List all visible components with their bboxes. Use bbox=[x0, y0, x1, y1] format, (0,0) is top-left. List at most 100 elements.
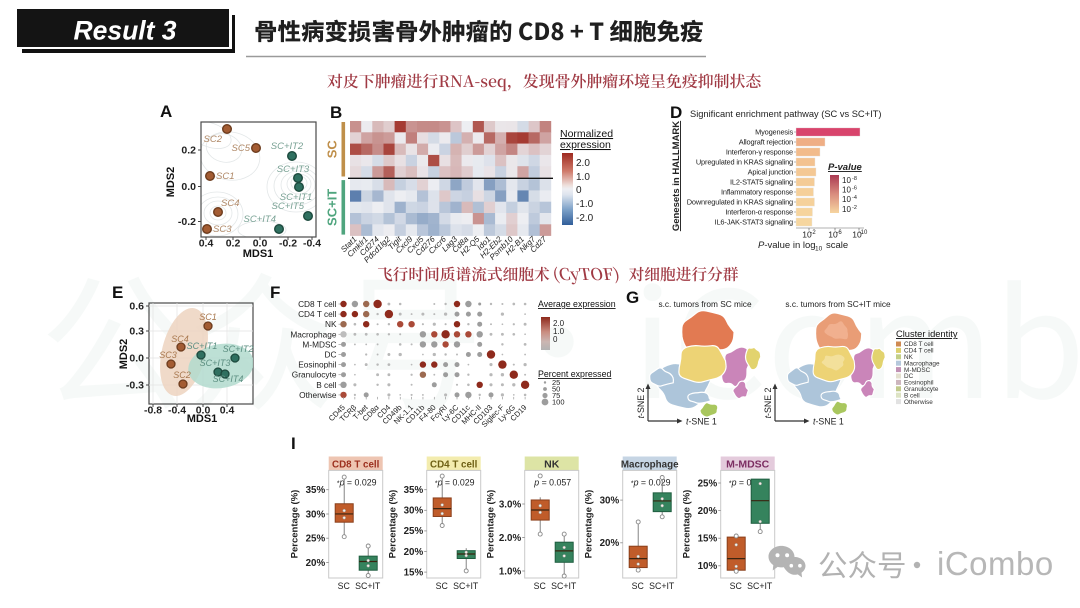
svg-text:Apical junction: Apical junction bbox=[748, 167, 793, 176]
svg-text:t-SNE 1: t-SNE 1 bbox=[813, 417, 844, 427]
svg-text:*p = 0.029: *p = 0.029 bbox=[729, 478, 769, 488]
svg-text:Interferon-γ response: Interferon-γ response bbox=[726, 147, 793, 156]
svg-text:SC1: SC1 bbox=[199, 312, 217, 322]
svg-text:IL6-JAK-STAT3 signaling: IL6-JAK-STAT3 signaling bbox=[715, 217, 793, 226]
svg-text:Otherwise: Otherwise bbox=[299, 390, 337, 400]
svg-text:SC+IT1: SC+IT1 bbox=[187, 341, 218, 351]
svg-text:-2: -2 bbox=[810, 230, 816, 236]
svg-text:25%: 25% bbox=[306, 534, 326, 545]
svg-text:A: A bbox=[160, 102, 172, 121]
svg-text:t-SNE 1: t-SNE 1 bbox=[686, 417, 717, 427]
svg-text:Interferon-α response: Interferon-α response bbox=[725, 207, 793, 216]
svg-text:D: D bbox=[670, 103, 682, 122]
svg-text:10: 10 bbox=[842, 176, 851, 185]
svg-text:0.4: 0.4 bbox=[199, 238, 214, 250]
svg-text:MDS1: MDS1 bbox=[243, 248, 274, 260]
svg-text:NK: NK bbox=[904, 354, 914, 361]
svg-text:Granulocyte: Granulocyte bbox=[904, 386, 939, 393]
svg-text:10: 10 bbox=[842, 186, 851, 195]
svg-text:SC+IT: SC+IT bbox=[453, 581, 479, 591]
svg-text:50: 50 bbox=[552, 385, 560, 394]
svg-text:Result 3: Result 3 bbox=[73, 16, 176, 46]
svg-text:SC+IT: SC+IT bbox=[551, 581, 577, 591]
svg-text:iCombo: iCombo bbox=[937, 545, 1054, 582]
svg-text:100: 100 bbox=[552, 398, 565, 407]
svg-text:0.0: 0.0 bbox=[196, 405, 211, 417]
svg-text:SC+IT4: SC+IT4 bbox=[244, 214, 276, 225]
svg-text:s.c. tumors from SC+IT mice: s.c. tumors from SC+IT mice bbox=[785, 299, 891, 309]
svg-text:20%: 20% bbox=[404, 547, 424, 558]
svg-text:3.0%: 3.0% bbox=[499, 499, 522, 510]
svg-text:-0.4: -0.4 bbox=[303, 238, 321, 250]
svg-text:SC: SC bbox=[534, 581, 547, 591]
svg-text:20%: 20% bbox=[600, 538, 620, 549]
svg-text:-4: -4 bbox=[852, 195, 857, 201]
svg-text:s.c. tumors from SC mice: s.c. tumors from SC mice bbox=[658, 299, 752, 309]
svg-text:SC+IT: SC+IT bbox=[649, 581, 675, 591]
svg-text:30%: 30% bbox=[600, 495, 620, 506]
svg-text:SC: SC bbox=[436, 581, 449, 591]
svg-text:SC5: SC5 bbox=[232, 143, 251, 154]
svg-text:10: 10 bbox=[842, 205, 851, 214]
svg-text:Cluster identity: Cluster identity bbox=[896, 329, 958, 339]
svg-text:-0.3: -0.3 bbox=[126, 380, 144, 392]
svg-text:-6: -6 bbox=[852, 186, 857, 192]
svg-text:SC1: SC1 bbox=[216, 171, 234, 182]
svg-text:P-value: P-value bbox=[828, 162, 863, 173]
svg-text:-10: -10 bbox=[859, 230, 868, 236]
svg-text:0.6: 0.6 bbox=[129, 301, 144, 313]
svg-text:-0.4: -0.4 bbox=[168, 405, 186, 417]
svg-text:B: B bbox=[330, 103, 342, 122]
svg-text:Macrophage: Macrophage bbox=[290, 329, 337, 339]
svg-text:CD4 T cell: CD4 T cell bbox=[430, 460, 478, 471]
svg-text:Myogenesis: Myogenesis bbox=[755, 127, 793, 136]
svg-text:-0.2: -0.2 bbox=[178, 216, 196, 228]
svg-text:0.4: 0.4 bbox=[220, 405, 235, 417]
svg-text:MDS2: MDS2 bbox=[165, 167, 177, 198]
svg-text:Percent expressed: Percent expressed bbox=[538, 369, 611, 379]
svg-text:CD4 T cell: CD4 T cell bbox=[904, 348, 934, 355]
svg-text:25: 25 bbox=[552, 378, 560, 387]
svg-text:DC: DC bbox=[325, 350, 337, 360]
svg-text:10: 10 bbox=[815, 246, 823, 253]
svg-text:*p = 0.029: *p = 0.029 bbox=[435, 478, 475, 488]
svg-text:MDS2: MDS2 bbox=[118, 339, 130, 370]
svg-text:scale: scale bbox=[826, 240, 848, 251]
svg-text:Genesets in HALLMARK: Genesets in HALLMARK bbox=[671, 121, 682, 231]
svg-text:Eosinophil: Eosinophil bbox=[298, 360, 336, 370]
svg-text:25%: 25% bbox=[698, 478, 718, 489]
svg-text:SC: SC bbox=[632, 581, 645, 591]
svg-text:*p = 0.029: *p = 0.029 bbox=[337, 478, 377, 488]
svg-text:10: 10 bbox=[802, 230, 812, 240]
svg-text:Eosinophil: Eosinophil bbox=[904, 380, 934, 387]
svg-text:Macrophage: Macrophage bbox=[904, 360, 940, 367]
svg-text:Inflammatory response: Inflammatory response bbox=[721, 187, 793, 196]
svg-text:SC+IT3: SC+IT3 bbox=[200, 358, 231, 368]
svg-text:CD8 T cell: CD8 T cell bbox=[332, 460, 380, 471]
svg-text:p = 0.057: p = 0.057 bbox=[533, 478, 571, 488]
svg-text:30%: 30% bbox=[404, 506, 424, 517]
svg-text:Percentage (%): Percentage (%) bbox=[388, 490, 399, 559]
svg-text:SC+IT3: SC+IT3 bbox=[277, 164, 310, 175]
svg-text:CD4 T cell: CD4 T cell bbox=[298, 309, 337, 319]
svg-text:expression: expression bbox=[560, 139, 611, 151]
svg-text:IL2-STAT5 signaling: IL2-STAT5 signaling bbox=[730, 177, 793, 186]
svg-text:SC+IT5: SC+IT5 bbox=[272, 201, 305, 212]
svg-text:30%: 30% bbox=[306, 509, 326, 520]
svg-text:SC: SC bbox=[730, 581, 743, 591]
svg-text:*p = 0.029: *p = 0.029 bbox=[631, 478, 671, 488]
svg-text:0.2: 0.2 bbox=[226, 238, 241, 250]
svg-text:0.0: 0.0 bbox=[129, 353, 144, 365]
svg-text:-0.2: -0.2 bbox=[279, 238, 297, 250]
svg-text:Percentage (%): Percentage (%) bbox=[682, 490, 693, 559]
svg-text:2.0: 2.0 bbox=[576, 158, 590, 169]
svg-text:SC+IT: SC+IT bbox=[355, 581, 381, 591]
svg-text:F: F bbox=[270, 283, 280, 302]
svg-text:E: E bbox=[112, 283, 123, 302]
svg-text:I: I bbox=[291, 434, 296, 453]
svg-text:0.0: 0.0 bbox=[253, 238, 268, 250]
svg-text:Allograft rejection: Allograft rejection bbox=[739, 137, 793, 146]
svg-text:SC3: SC3 bbox=[159, 350, 177, 360]
svg-text:2.0: 2.0 bbox=[553, 319, 565, 328]
svg-text:NK: NK bbox=[544, 459, 560, 471]
